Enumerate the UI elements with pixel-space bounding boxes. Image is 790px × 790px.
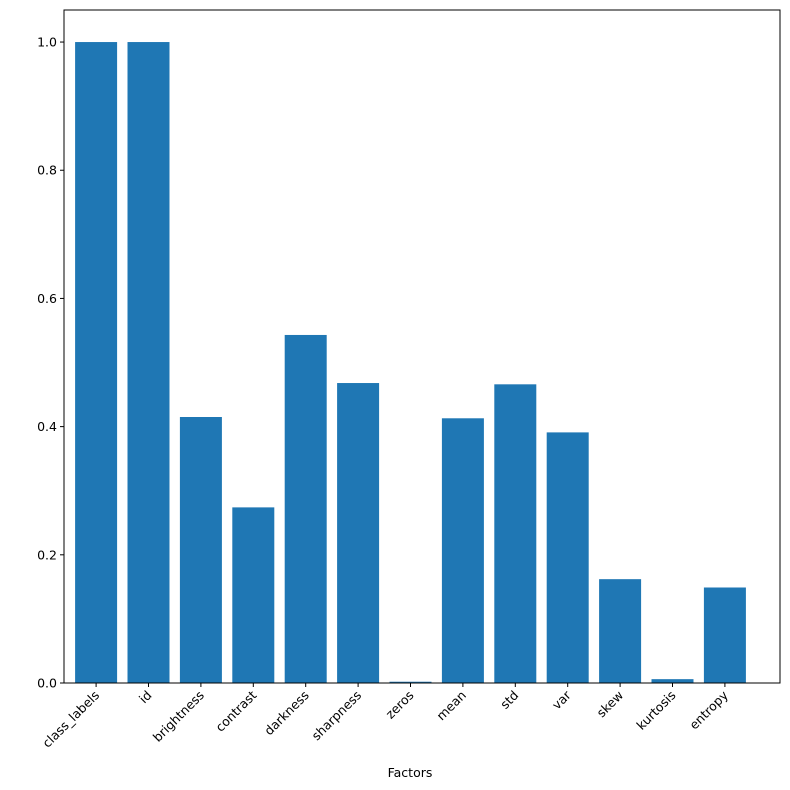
x-tick-label: contrast [212,687,259,734]
x-tick-label: skew [594,688,627,721]
bar-kurtosis [651,679,694,683]
y-tick-label: 0.4 [37,419,57,434]
bars-group [75,42,746,684]
plot-frame [63,9,781,684]
x-tick-label: std [497,688,521,712]
bar-entropy [703,587,746,683]
x-tick-label: entropy [686,687,731,732]
y-tick-label: 0.8 [37,163,57,178]
bar-var [546,432,589,683]
bar-id [127,42,170,684]
x-tick-label: mean [433,688,469,724]
y-tick-label: 0.6 [37,291,57,306]
y-tick-label: 0.2 [37,547,57,562]
y-axis: 0.0 0.2 0.4 0.6 0.8 1.0 [37,35,64,691]
bar-brightness [179,417,222,683]
bar-contrast [232,507,275,683]
bar-std [494,384,537,683]
x-tick-label: class_labels [39,688,102,751]
x-tick-label: darkness [261,688,312,739]
y-tick-label: 1.0 [37,35,57,50]
x-tick-label: var [549,687,574,712]
bar-darkness [284,334,327,683]
x-tick-label: id [136,688,155,707]
x-axis-label: Factors [388,765,433,780]
bar-skew [599,579,642,683]
x-tick-label: brightness [150,688,207,745]
y-tick-label: 0.0 [37,676,57,691]
bar-mean [441,418,484,683]
bar-class_labels [75,42,118,684]
bar-sharpness [337,383,380,683]
x-tick-label: sharpness [308,688,364,744]
bar-zeros [389,681,432,683]
x-tick-label: kurtosis [633,688,678,733]
x-tick-label: zeros [382,688,416,722]
